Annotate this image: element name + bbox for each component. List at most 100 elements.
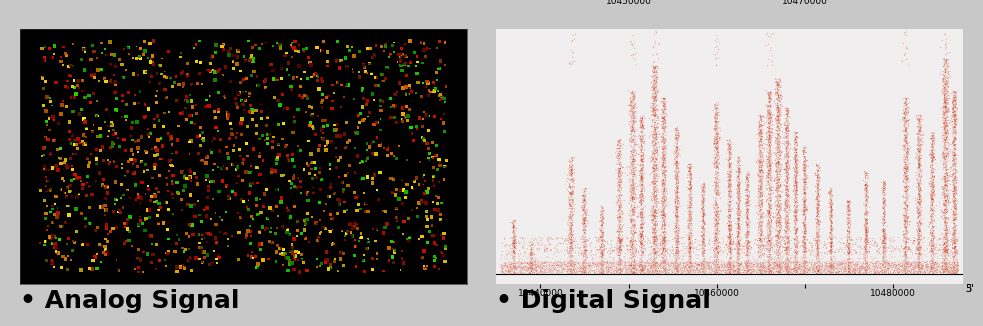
Point [797,269,813,274]
Point [633,271,649,276]
Point [373,262,388,267]
Point [710,105,725,111]
Point [769,141,784,146]
Point [751,153,767,158]
Point [779,203,794,209]
Point [882,271,897,276]
Point [811,183,827,188]
Point [624,186,640,191]
Point [913,138,929,143]
Point [723,271,738,276]
Point [795,191,811,196]
Point [840,208,856,214]
Point [895,254,910,259]
Point [562,230,578,235]
Point [626,110,642,115]
Point [74,82,89,88]
Point [649,263,665,269]
Point [594,269,609,274]
Point [581,263,597,269]
Point [838,264,854,270]
Point [362,110,377,115]
Point [741,244,757,249]
Point [636,196,652,201]
Point [617,259,633,264]
Point [499,252,515,257]
Point [600,261,615,266]
Point [563,231,579,236]
Point [731,176,747,181]
Point [820,237,836,242]
Point [696,240,712,245]
Point [588,262,604,267]
Point [500,260,516,265]
Point [759,199,775,204]
Point [625,111,641,116]
Point [778,269,793,274]
Point [760,105,776,110]
Point [898,133,914,138]
Point [822,259,838,264]
Point [912,192,928,198]
Point [785,165,801,170]
Point [103,64,119,69]
Point [730,238,746,244]
Point [948,204,963,209]
Point [938,268,954,273]
Point [530,260,546,265]
Point [568,269,584,274]
Point [781,192,796,198]
Point [669,153,685,158]
Point [790,240,806,245]
Point [49,147,65,152]
Point [665,262,680,267]
Point [611,143,627,148]
Point [668,213,684,218]
Point [625,242,641,247]
Point [182,227,198,232]
Point [564,218,580,223]
Point [809,204,825,210]
Point [565,184,581,189]
Point [513,271,529,276]
Point [495,263,511,268]
Point [575,227,591,232]
Point [758,240,774,245]
Point [755,252,771,257]
Point [890,270,905,275]
Point [72,111,87,116]
Point [788,264,804,270]
Point [840,259,856,264]
Point [681,254,697,259]
Point [759,154,775,159]
Point [394,151,410,156]
Point [208,125,224,130]
Point [707,259,723,264]
Point [654,139,669,144]
Point [535,271,550,276]
Point [670,228,686,233]
Point [599,264,614,269]
Point [778,261,793,267]
Point [789,134,805,140]
Point [649,85,665,91]
Point [614,217,630,222]
Point [656,177,671,182]
Point [631,268,647,273]
Point [302,205,318,211]
Point [635,213,651,218]
Point [657,267,672,272]
Point [879,261,895,266]
Point [723,167,739,172]
Point [260,76,275,82]
Point [655,171,670,176]
Point [577,244,593,249]
Point [761,267,777,272]
Point [284,54,300,59]
Point [645,258,661,263]
Point [950,251,965,256]
Point [947,109,962,114]
Point [949,98,964,103]
Point [644,263,660,268]
Point [764,196,780,201]
